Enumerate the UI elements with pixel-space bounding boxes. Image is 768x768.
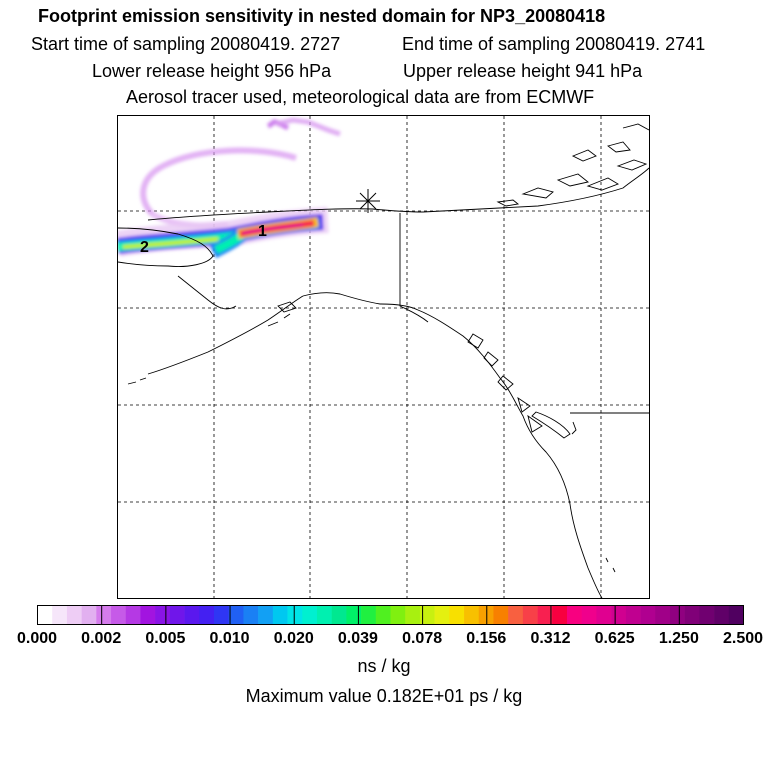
colorbar-swatch bbox=[714, 605, 730, 625]
colorbar-border bbox=[37, 605, 744, 625]
map-title: Footprint emission sensitivity in nested… bbox=[38, 6, 606, 26]
colorbar-swatch bbox=[375, 605, 391, 625]
sampling-end-time: End time of sampling 20080419. 2741 bbox=[402, 34, 706, 54]
colorbar-swatch bbox=[302, 605, 318, 625]
colorbar-swatch bbox=[140, 605, 156, 625]
colorbar-swatch bbox=[596, 605, 612, 625]
colorbar-swatch bbox=[390, 605, 406, 625]
colorbar-swatch bbox=[640, 605, 656, 625]
colorbar-tick-label: 2.500 bbox=[723, 630, 764, 647]
release-label-1: 1 bbox=[258, 223, 267, 240]
colorbar-swatch bbox=[684, 605, 700, 625]
colorbar-swatch bbox=[419, 605, 435, 625]
colorbar-tick-label: 0.020 bbox=[273, 630, 314, 647]
colorbar-tick-label: 1.250 bbox=[658, 630, 699, 647]
receptor-marker bbox=[356, 189, 380, 213]
colorbar-swatch bbox=[464, 605, 480, 625]
colorbar-swatch bbox=[655, 605, 671, 625]
colorbar-swatch bbox=[155, 605, 171, 625]
colorbar-swatch bbox=[478, 605, 494, 625]
colorbar-tick-label: 0.039 bbox=[337, 630, 378, 647]
map-panel: 1 2 bbox=[117, 115, 650, 599]
colorbar-swatch bbox=[66, 605, 82, 625]
colorbar-swatch bbox=[96, 605, 112, 625]
colorbar-swatch bbox=[272, 605, 288, 625]
colorbar-swatch bbox=[508, 605, 524, 625]
emission-sensitivity-plume bbox=[118, 117, 341, 259]
graticule bbox=[118, 116, 649, 598]
maximum-value: Maximum value 0.182E+01 ps / kg bbox=[245, 686, 523, 706]
colorbar-swatch bbox=[567, 605, 583, 625]
colorbar-tick-label: 0.002 bbox=[81, 630, 122, 647]
colorbar-swatch bbox=[125, 605, 141, 625]
colorbar-swatch bbox=[405, 605, 421, 625]
tracer-info: Aerosol tracer used, meteorological data… bbox=[126, 87, 595, 107]
colorbar-swatch bbox=[522, 605, 538, 625]
colorbar-swatch bbox=[434, 605, 450, 625]
colorbar-swatch bbox=[243, 605, 259, 625]
colorbar-swatch bbox=[552, 605, 568, 625]
colorbar-swatch bbox=[52, 605, 68, 625]
colorbar-swatch bbox=[346, 605, 362, 625]
colorbar-swatch bbox=[169, 605, 185, 625]
colorbar-swatch bbox=[287, 605, 303, 625]
colorbar-swatch bbox=[493, 605, 509, 625]
upper-release-height: Upper release height 941 hPa bbox=[403, 61, 643, 81]
colorbar-swatch bbox=[199, 605, 215, 625]
colorbar-tick-label: 0.078 bbox=[402, 630, 443, 647]
colorbar-swatch bbox=[81, 605, 97, 625]
colorbar-swatch bbox=[581, 605, 597, 625]
colorbar-swatch bbox=[611, 605, 627, 625]
colorbar-swatch bbox=[625, 605, 641, 625]
colorbar-unit: ns / kg bbox=[357, 656, 411, 676]
sampling-start-time: Start time of sampling 20080419. 2727 bbox=[31, 34, 341, 54]
colorbar-swatch bbox=[184, 605, 200, 625]
colorbar-swatch bbox=[228, 605, 244, 625]
colorbar-swatch bbox=[214, 605, 230, 625]
colorbar-tick-label: 0.005 bbox=[145, 630, 186, 647]
colorbar-swatch bbox=[699, 605, 715, 625]
colorbar-swatch bbox=[361, 605, 377, 625]
colorbar-swatch bbox=[669, 605, 685, 625]
colorbar-tick-label: 0.000 bbox=[17, 630, 58, 647]
colorbar-swatch bbox=[258, 605, 274, 625]
coastlines bbox=[118, 123, 649, 598]
colorbar-tick-label: 0.625 bbox=[594, 630, 635, 647]
colorbar-tick-label: 0.156 bbox=[466, 630, 507, 647]
colorbar-swatch bbox=[449, 605, 465, 625]
lower-release-height: Lower release height 956 hPa bbox=[92, 61, 332, 81]
colorbar-swatch bbox=[331, 605, 347, 625]
colorbar-swatch bbox=[37, 605, 53, 625]
release-label-2: 2 bbox=[140, 239, 149, 256]
colorbar-tick-label: 0.312 bbox=[530, 630, 571, 647]
colorbar bbox=[37, 605, 744, 625]
colorbar-swatch bbox=[111, 605, 127, 625]
colorbar-swatch bbox=[728, 605, 744, 625]
colorbar-tick-label: 0.010 bbox=[209, 630, 250, 647]
colorbar-swatch bbox=[537, 605, 553, 625]
colorbar-swatch bbox=[316, 605, 332, 625]
